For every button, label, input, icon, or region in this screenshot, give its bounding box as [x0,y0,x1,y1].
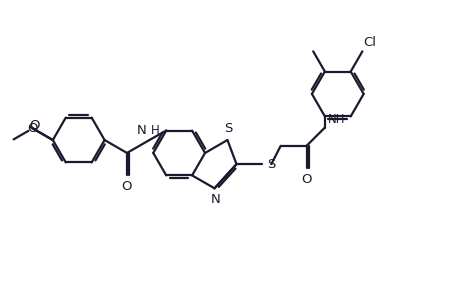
Text: O: O [29,119,40,132]
Text: N: N [136,124,147,137]
Text: NH: NH [328,113,345,126]
Text: O: O [301,173,312,186]
Text: S: S [268,158,276,171]
Text: O: O [27,122,38,135]
Text: N: N [211,193,220,206]
Text: H: H [151,124,159,137]
Text: S: S [224,122,233,135]
Text: O: O [121,180,131,193]
Text: Cl: Cl [364,36,376,49]
